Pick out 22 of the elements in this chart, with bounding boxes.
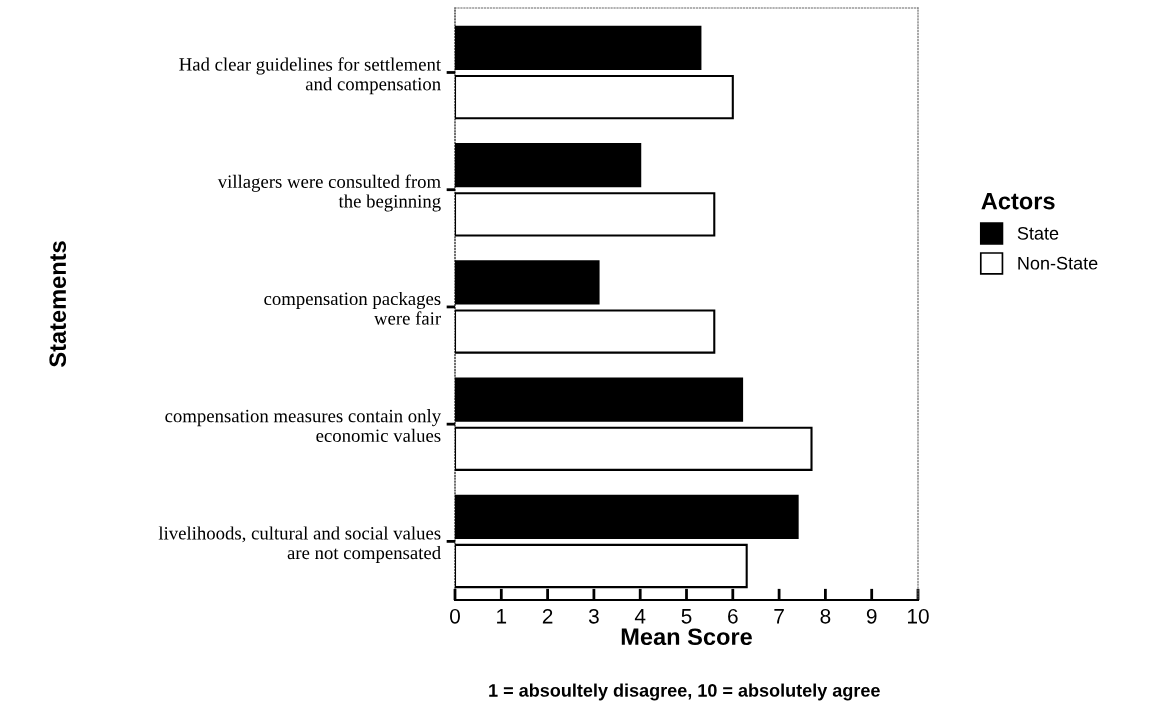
x-axis-title: Mean Score	[621, 628, 752, 646]
x-tick-label: 7	[774, 609, 784, 624]
y-tick-label: villagers were consulted from the beginning	[217, 174, 441, 212]
legend-label: Non-State	[1018, 256, 1098, 270]
x-tick-label: 4	[634, 609, 646, 624]
legend-label: State	[1017, 226, 1059, 240]
x-tick-label: 5	[681, 609, 692, 624]
y-tick-label: compensation measures contain only economic values	[165, 409, 442, 442]
y-tick-label: livelihoods, cultural and social values are not compensated	[158, 526, 441, 563]
x-tick-label: 8	[820, 608, 831, 624]
x-tick-label: 3	[588, 608, 599, 624]
x-tick-label: 9	[866, 608, 877, 624]
y-axis-title: Statements	[49, 241, 67, 367]
x-tick-label: 6	[728, 608, 738, 624]
legend-title: Actors	[981, 192, 1055, 210]
y-tick-label: compensation packages were fair	[264, 291, 441, 325]
x-tick-label: 2	[542, 608, 553, 624]
y-tick-label: Had clear guidelines for settlement and compensation	[179, 57, 441, 95]
x-tick-label: 0	[450, 608, 460, 624]
x-tick-label: 10	[908, 608, 929, 624]
x-tick-label: 1	[497, 609, 507, 624]
text: 1 = absoultely disagree, 10 = absolutely agree	[489, 683, 880, 701]
